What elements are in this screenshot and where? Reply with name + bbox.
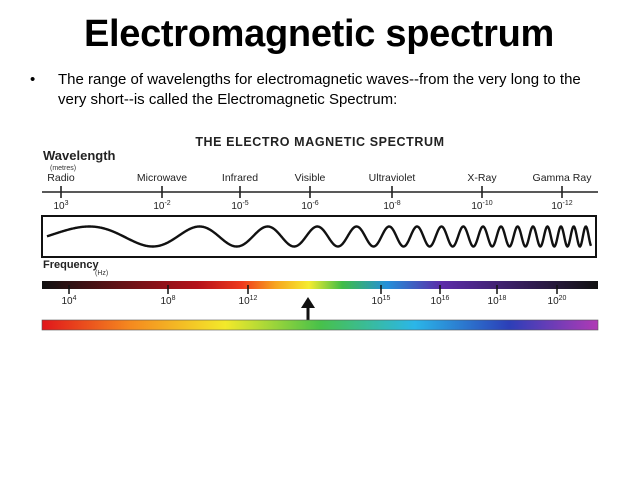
region-label: Infrared xyxy=(222,172,258,184)
wavelength-value: 10-5 xyxy=(231,200,248,212)
bullet-dot-icon: • xyxy=(30,71,36,88)
frequency-value: 1020 xyxy=(548,295,567,307)
wave-path xyxy=(46,225,593,248)
frequency-bar xyxy=(42,281,598,289)
frequency-unit: (Hz) xyxy=(95,270,108,277)
frequency-value: 1012 xyxy=(239,295,258,307)
frequency-label: Frequency xyxy=(43,259,100,271)
wavelength-axis xyxy=(42,186,598,198)
region-label: X-Ray xyxy=(467,172,497,184)
wavelength-value: 10-2 xyxy=(153,200,170,212)
rainbow-bar xyxy=(41,319,599,331)
wavelength-value: 10-6 xyxy=(301,200,318,212)
wavelength-value: 10-12 xyxy=(551,200,572,212)
bullet-text: The range of wavelengths for electromagn… xyxy=(58,71,581,108)
frequency-values: 104 108 1012 1015 1016 1018 1020 xyxy=(61,295,566,307)
wavelength-value: 10-8 xyxy=(383,200,400,212)
wavelength-value: 103 xyxy=(53,200,68,212)
region-label: Ultraviolet xyxy=(369,172,416,184)
frequency-value: 1016 xyxy=(431,295,450,307)
diagram-title: THE ELECTRO MAGNETIC SPECTRUM xyxy=(195,135,444,149)
wavelength-region-labels: Radio Microwave Infrared Visible Ultravi… xyxy=(47,172,592,184)
wavelength-label: Wavelength xyxy=(43,148,116,163)
frequency-value: 1018 xyxy=(488,295,507,307)
frequency-value: 104 xyxy=(61,295,76,307)
frequency-ticks xyxy=(68,285,558,294)
region-label: Microwave xyxy=(137,172,187,184)
region-label: Visible xyxy=(295,172,326,184)
wavelength-unit: (metres) xyxy=(50,165,76,172)
arrow-up-icon xyxy=(301,297,315,320)
region-label: Radio xyxy=(47,172,75,184)
wavelength-values: 103 10-2 10-5 10-6 10-8 10-10 10-12 xyxy=(53,200,572,212)
frequency-value: 108 xyxy=(160,295,175,307)
frequency-value: 1015 xyxy=(372,295,391,307)
region-label: Gamma Ray xyxy=(533,172,593,184)
slide-title: Electromagnetic spectrum xyxy=(83,13,555,55)
wavelength-value: 10-10 xyxy=(471,200,492,212)
wave-box xyxy=(41,215,597,258)
